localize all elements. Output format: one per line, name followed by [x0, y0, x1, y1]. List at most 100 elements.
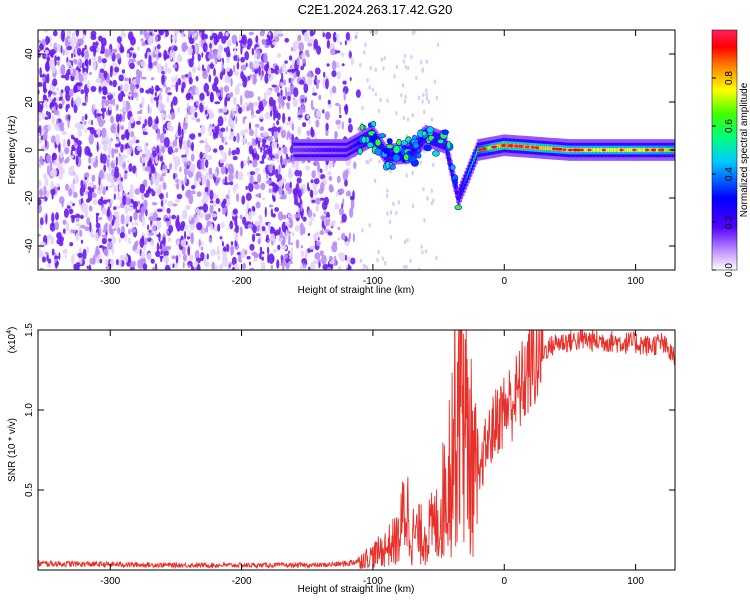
noise-blob — [195, 44, 198, 53]
signal-band-cell — [339, 148, 342, 152]
noise-blob — [236, 61, 240, 70]
noise-blob — [107, 93, 114, 101]
noise-blob — [62, 228, 66, 235]
noise-blob — [50, 223, 55, 227]
noise-blob — [230, 241, 234, 246]
noise-blob — [57, 113, 60, 117]
signal-band-cell — [395, 151, 398, 156]
noise-blob — [432, 162, 435, 168]
noise-blob — [406, 238, 409, 243]
noise-blob — [271, 213, 276, 218]
noise-blob — [325, 211, 330, 219]
noise-blob — [196, 191, 202, 197]
noise-blob — [249, 174, 254, 184]
noise-blob — [421, 99, 424, 104]
snr-panel: -300 -200 -100 0 100 0.51.01.5 Height of str… — [6, 323, 676, 595]
noise-blob — [66, 156, 70, 163]
noise-blob — [261, 62, 265, 70]
noise-blob — [335, 34, 340, 38]
noise-blob — [53, 123, 58, 127]
noise-blob — [326, 39, 331, 49]
noise-blob — [234, 46, 237, 57]
noise-blob — [151, 147, 156, 151]
noise-blob — [139, 183, 146, 194]
noise-blob — [48, 96, 53, 103]
noise-blob — [70, 64, 73, 75]
noise-blob — [78, 74, 85, 83]
noise-blob — [113, 206, 117, 211]
signal-band-cell — [566, 147, 569, 152]
noise-blob — [99, 83, 105, 87]
noise-blob — [173, 153, 175, 163]
noise-blob — [149, 166, 156, 174]
signal-hotspot — [644, 148, 650, 152]
noise-blob — [187, 246, 191, 256]
noise-blob — [237, 106, 243, 114]
noise-blob — [107, 206, 111, 218]
noise-blob — [277, 96, 283, 104]
noise-blob — [297, 125, 302, 136]
noise-blob — [272, 248, 277, 254]
signal-band-cell — [447, 151, 449, 156]
signal-band-cell — [461, 186, 464, 191]
noise-blob — [275, 168, 279, 179]
noise-blob — [77, 252, 84, 258]
noise-blob — [253, 159, 258, 163]
noise-blob — [120, 214, 125, 225]
noise-blob — [123, 106, 127, 113]
noise-blob — [88, 133, 94, 145]
noise-blob — [196, 118, 201, 123]
noise-blob — [193, 32, 197, 37]
signal-clump — [386, 138, 393, 145]
signal-band-cell — [315, 148, 318, 152]
noise-blob — [176, 193, 183, 200]
signal-band-cell — [666, 148, 669, 152]
noise-blob — [52, 30, 58, 37]
noise-blob — [38, 233, 41, 237]
noise-blob — [120, 177, 124, 182]
noise-blob — [118, 181, 123, 192]
noise-blob — [148, 62, 153, 69]
signal-clump — [403, 153, 410, 162]
noise-blob — [219, 236, 223, 240]
noise-blob — [300, 65, 305, 71]
signal-band-cell — [540, 146, 542, 150]
y-tick-label: 20 — [24, 96, 35, 108]
noise-blob — [225, 196, 231, 207]
noise-blob — [140, 60, 146, 68]
noise-blob — [312, 189, 318, 196]
noise-blob — [270, 233, 276, 242]
signal-hotspot — [514, 144, 519, 148]
noise-blob — [39, 155, 44, 164]
noise-blob — [273, 113, 276, 121]
noise-blob — [215, 181, 219, 186]
noise-blob — [363, 50, 366, 55]
noise-blob — [201, 64, 205, 72]
signal-hotspot — [555, 147, 560, 151]
noise-blob — [168, 214, 171, 221]
noise-blob — [307, 186, 311, 192]
signal-band-cell — [642, 148, 645, 152]
signal-band-cell — [352, 144, 355, 149]
noise-blob — [322, 109, 325, 114]
noise-blob — [255, 126, 258, 136]
noise-blob — [246, 255, 251, 260]
noise-blob — [296, 69, 300, 78]
noise-blob — [402, 59, 406, 64]
noise-blob — [344, 40, 347, 46]
signal-band-cell — [297, 148, 300, 152]
noise-blob — [235, 147, 240, 155]
noise-blob — [301, 160, 306, 164]
noise-blob — [257, 238, 261, 245]
noise-blob — [330, 220, 337, 224]
noise-blob — [280, 129, 287, 139]
noise-blob — [41, 256, 47, 263]
noise-blob — [158, 232, 161, 243]
spectrogram-x-label: Height of straight line (km) — [298, 285, 415, 296]
noise-blob — [172, 150, 175, 154]
noise-blob — [285, 229, 289, 240]
noise-blob — [84, 44, 87, 50]
noise-blob — [241, 137, 247, 144]
noise-blob — [156, 44, 161, 50]
